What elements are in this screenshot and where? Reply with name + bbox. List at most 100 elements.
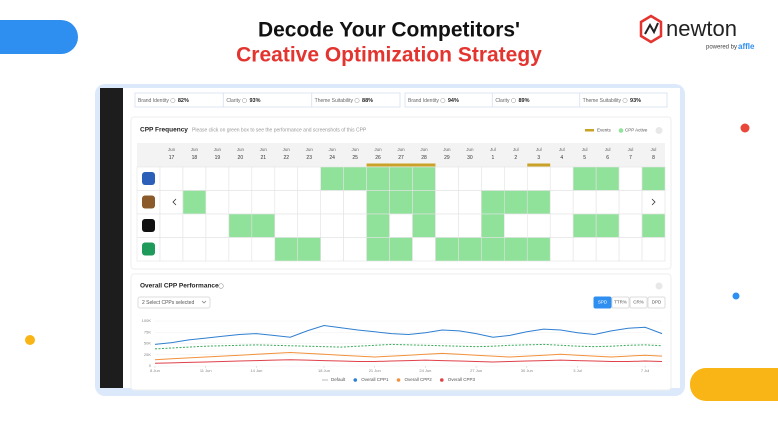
cell-active[interactable] [412, 213, 436, 238]
info-icon [511, 98, 516, 103]
date-month: Jun [466, 147, 474, 152]
date-day: 2 [514, 155, 517, 161]
x-tick-label: 21 Jun [369, 368, 381, 373]
metric-button[interactable] [593, 296, 612, 309]
nav-arrow[interactable] [172, 198, 177, 206]
button-label[interactable]: DPD [652, 300, 662, 305]
date-month: Jun [237, 147, 245, 152]
app-icon [142, 219, 155, 232]
cell-active[interactable] [366, 190, 390, 215]
button-label[interactable]: SPD [598, 300, 608, 305]
cell-active[interactable] [366, 166, 390, 191]
cell-active[interactable] [526, 237, 551, 262]
cell-active[interactable] [366, 237, 390, 262]
metric-label: Clarity [226, 98, 241, 104]
cell-active[interactable] [641, 166, 666, 191]
cell [182, 166, 207, 191]
cell [343, 190, 367, 215]
cell-active[interactable] [182, 190, 207, 215]
metric-button[interactable] [629, 296, 648, 309]
cell-active[interactable] [228, 213, 253, 238]
series-line [154, 324, 663, 345]
cell-active[interactable] [297, 237, 321, 262]
cell [412, 237, 436, 262]
avatar [655, 282, 663, 290]
cell-active[interactable] [366, 213, 390, 238]
legend-swatch [618, 128, 624, 133]
cell-active[interactable] [389, 166, 413, 191]
cell-active[interactable] [641, 213, 666, 238]
x-tick-label: 24 Jun [419, 368, 431, 373]
x-tick-label: 8 Jun [150, 368, 160, 373]
deco-dot [25, 335, 35, 345]
y-tick-label: 25K [144, 352, 151, 357]
cell [297, 213, 321, 238]
dropdown-text[interactable]: 2 Select CPPs selected [142, 300, 194, 306]
date-month: Jun [214, 147, 222, 152]
cell-active[interactable] [595, 166, 620, 191]
cell [159, 237, 184, 262]
metric-value: 88% [362, 98, 373, 104]
cell-active[interactable] [412, 190, 436, 215]
cell-active[interactable] [526, 190, 551, 215]
date-day: 24 [329, 155, 335, 161]
x-tick-label: 11 Jun [200, 368, 212, 373]
dropdown-caret [201, 300, 207, 304]
x-tick-label: 3 Jul [573, 368, 582, 373]
event-bar [412, 163, 436, 167]
dropdown[interactable] [137, 296, 211, 309]
x-tick-label: 14 Jun [250, 368, 262, 373]
metric-group [404, 92, 668, 108]
date-month: Jun [374, 147, 382, 152]
deco-pill [0, 20, 78, 54]
date-day: 23 [306, 155, 312, 161]
x-tick-label: 7 Jul [641, 368, 650, 373]
date-day: 4 [560, 155, 563, 161]
cell [572, 190, 597, 215]
cell-active[interactable] [595, 213, 620, 238]
sidebar [100, 88, 123, 388]
cell-active[interactable] [389, 237, 413, 262]
app-icon [142, 195, 155, 209]
date-month: Jun [420, 147, 428, 152]
date-month: Jun [329, 147, 337, 152]
cell-active[interactable] [458, 237, 482, 262]
legend-swatch [353, 378, 358, 382]
cell-active[interactable] [389, 190, 413, 215]
cell [549, 213, 574, 238]
metric-label: Theme Suitability [583, 98, 622, 104]
cell-active[interactable] [481, 237, 505, 262]
cell [297, 166, 321, 191]
cell-active[interactable] [343, 166, 367, 191]
cell [205, 237, 230, 262]
date-month: Jul [559, 147, 565, 152]
date-day: 27 [398, 155, 404, 161]
logo-icon [644, 22, 659, 35]
cell-active[interactable] [435, 237, 459, 262]
cell-active[interactable] [504, 237, 528, 262]
nav-arrow[interactable] [651, 198, 656, 206]
metric-button[interactable] [611, 296, 630, 309]
date-month: Jul [605, 147, 611, 152]
button-label[interactable]: TTR% [614, 300, 627, 305]
y-tick-label: 100K [142, 318, 152, 323]
cell [526, 213, 551, 238]
metric-button[interactable] [647, 296, 666, 309]
cell-active[interactable] [481, 213, 505, 238]
legend-label: Overall CPP1 [361, 377, 389, 382]
cell [159, 213, 184, 238]
button-label[interactable]: CR% [633, 300, 644, 305]
legend-label: Default [331, 377, 346, 382]
cell-active[interactable] [320, 166, 344, 191]
date-day: 25 [352, 155, 358, 161]
cell-active[interactable] [412, 166, 436, 191]
cell-active[interactable] [572, 213, 597, 238]
cell-active[interactable] [572, 166, 597, 191]
cell [549, 166, 574, 191]
info-icon [242, 98, 247, 103]
cell-active[interactable] [481, 190, 505, 215]
cell-active[interactable] [251, 213, 276, 238]
date-day: 17 [169, 155, 175, 161]
cell-active[interactable] [504, 190, 528, 215]
cell-active[interactable] [274, 237, 299, 262]
